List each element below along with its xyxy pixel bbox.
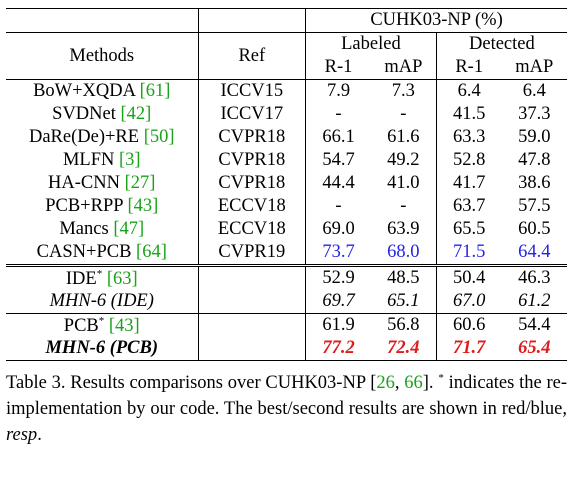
- value-cell: 6.4: [501, 79, 567, 103]
- results-table-figure: CUHK03-NP (%) Methods Ref Labeled Detect…: [6, 8, 567, 448]
- value-cell: 63.3: [435, 126, 502, 149]
- methods-header: Methods: [6, 32, 199, 80]
- ref-cell: CVPR18: [197, 172, 306, 195]
- header-row-dataset: CUHK03-NP (%): [6, 8, 567, 33]
- value-cell-second: 64.4: [518, 242, 551, 263]
- method-cell: HA-CNN [27]: [48, 173, 156, 194]
- method-cell: MHN-6 (PCB): [6, 337, 199, 361]
- detected-r1-header: R-1: [435, 56, 502, 80]
- detected-map-header: mAP: [515, 57, 554, 78]
- value-cell: 66.1: [305, 126, 371, 149]
- value-cell: 47.8: [518, 150, 551, 171]
- table-caption: Table 3. Results comparisons over CUHK03…: [6, 372, 567, 446]
- value-cell: 54.4: [501, 313, 567, 337]
- table-row: MLFN [3] CVPR18 54.7 49.2 52.8 47.8: [6, 149, 567, 172]
- value-cell: 7.9: [305, 79, 371, 103]
- method-cell: IDE* [63]: [6, 264, 199, 290]
- value-cell: 61.6: [387, 127, 420, 148]
- labeled-header: Labeled: [305, 32, 437, 56]
- value-cell: 63.9: [387, 219, 420, 240]
- value-cell-best: 71.7: [435, 337, 502, 361]
- ref-cell: CVPR18: [197, 149, 306, 172]
- value-cell: 48.5: [370, 264, 437, 290]
- method-cell: MLFN [3]: [62, 150, 141, 171]
- ref-cell: ICCV15: [197, 79, 306, 103]
- value-cell-best: 72.4: [370, 337, 437, 361]
- header-row-metrics: R-1 mAP R-1 mAP: [6, 56, 567, 80]
- value-cell: 6.4: [435, 79, 502, 103]
- value-cell: -: [305, 103, 371, 126]
- results-table: CUHK03-NP (%) Methods Ref Labeled Detect…: [6, 8, 567, 361]
- value-cell: -: [400, 196, 407, 217]
- method-cell: BoW+XQDA [61]: [6, 79, 199, 103]
- value-cell: -: [400, 104, 407, 125]
- table-row: BoW+XQDA [61] ICCV15 7.9 7.3 6.4 6.4: [6, 79, 567, 103]
- table-row: Mancs [47] ECCV18 69.0 63.9 65.5 60.5: [6, 218, 567, 241]
- table-row: SVDNet [42] ICCV17 - - 41.5 37.3: [6, 103, 567, 126]
- ref-cell: ICCV17: [197, 103, 306, 126]
- value-cell: 7.3: [370, 79, 437, 103]
- value-cell: 65.5: [435, 218, 502, 241]
- ref-cell: [197, 337, 306, 361]
- value-cell: 54.7: [305, 149, 371, 172]
- value-cell: 52.9: [305, 264, 371, 290]
- table-row-mhn-ide: MHN-6 (IDE) 69.7 65.1 67.0 61.2: [6, 290, 567, 314]
- value-cell: 57.5: [518, 196, 551, 217]
- value-cell: 69.0: [305, 218, 371, 241]
- value-cell: 41.0: [387, 173, 420, 194]
- table-row: PCB+RPP [43] ECCV18 - - 63.7 57.5: [6, 195, 567, 218]
- ref-cell: [197, 313, 306, 337]
- value-cell: 67.0: [435, 290, 502, 314]
- value-cell: 59.0: [518, 127, 551, 148]
- ref-cell: CVPR18: [197, 126, 306, 149]
- value-cell: 44.4: [305, 172, 371, 195]
- dataset-header: CUHK03-NP (%): [305, 8, 567, 33]
- value-cell-best: 65.4: [501, 337, 567, 361]
- value-cell: 50.4: [435, 264, 502, 290]
- value-cell: 52.8: [435, 149, 502, 172]
- method-cell: PCB+RPP [43]: [45, 196, 159, 217]
- value-cell: 41.7: [435, 172, 502, 195]
- value-cell-second: 73.7: [305, 241, 371, 266]
- table-row-mhn-pcb: MHN-6 (PCB) 77.2 72.4 71.7 65.4: [6, 337, 567, 361]
- method-cell: Mancs [47]: [59, 219, 145, 240]
- value-cell: 38.6: [518, 173, 551, 194]
- table-row: DaRe(De)+RE [50] CVPR18 66.1 61.6 63.3 5…: [6, 126, 567, 149]
- value-cell: 61.2: [518, 291, 551, 312]
- value-cell: -: [305, 195, 371, 218]
- value-cell-second: 68.0: [387, 242, 420, 263]
- ref-cell: [197, 290, 306, 314]
- value-cell: 60.5: [518, 219, 551, 240]
- method-cell: DaRe(De)+RE [50]: [28, 127, 175, 148]
- value-cell-second: 71.5: [435, 241, 502, 266]
- header-row-split: Methods Ref Labeled Detected: [6, 32, 567, 80]
- value-cell: 63.7: [435, 195, 502, 218]
- value-cell: 37.3: [518, 104, 551, 125]
- labeled-map-header: mAP: [384, 57, 423, 78]
- method-cell: MHN-6 (IDE): [49, 291, 154, 312]
- value-cell: 65.1: [387, 291, 420, 312]
- table-row-ide: IDE* [63] 52.9 48.5 50.4 46.3: [6, 264, 567, 290]
- detected-header: Detected: [435, 32, 567, 56]
- table-row: CASN+PCB [64] CVPR19 73.7 68.0 71.5 64.4: [6, 241, 567, 266]
- value-cell: 46.3: [501, 264, 567, 290]
- ref-cell: CVPR19: [197, 241, 306, 266]
- labeled-r1-header: R-1: [305, 56, 371, 80]
- ref-cell: [197, 264, 306, 290]
- table-row: HA-CNN [27] CVPR18 44.4 41.0 41.7 38.6: [6, 172, 567, 195]
- value-cell-best: 77.2: [305, 337, 371, 361]
- method-cell: CASN+PCB [64]: [36, 242, 167, 263]
- ref-cell: ECCV18: [197, 195, 306, 218]
- method-cell: PCB* [43]: [6, 313, 199, 337]
- ref-cell: ECCV18: [197, 218, 306, 241]
- value-cell: 41.5: [435, 103, 502, 126]
- value-cell: 69.7: [305, 290, 371, 314]
- value-cell: 56.8: [370, 313, 437, 337]
- table-row-pcb: PCB* [43] 61.9 56.8 60.6 54.4: [6, 313, 567, 337]
- value-cell: 49.2: [387, 150, 420, 171]
- value-cell: 60.6: [435, 313, 502, 337]
- ref-header: Ref: [197, 32, 306, 80]
- value-cell: 61.9: [305, 313, 371, 337]
- method-cell: SVDNet [42]: [52, 104, 152, 125]
